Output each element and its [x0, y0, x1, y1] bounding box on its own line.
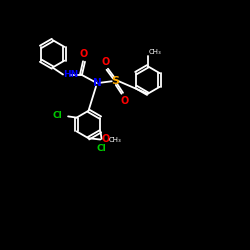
- Text: O: O: [102, 57, 110, 67]
- Text: Cl: Cl: [97, 144, 106, 154]
- Text: S: S: [111, 76, 119, 86]
- Text: O: O: [120, 96, 128, 106]
- Text: O: O: [80, 49, 88, 59]
- Text: Cl: Cl: [53, 112, 62, 120]
- Text: CH₃: CH₃: [149, 48, 162, 54]
- Text: O: O: [102, 134, 110, 144]
- Text: CH₃: CH₃: [108, 136, 121, 142]
- Text: N: N: [93, 78, 102, 88]
- Text: HN: HN: [63, 70, 78, 79]
